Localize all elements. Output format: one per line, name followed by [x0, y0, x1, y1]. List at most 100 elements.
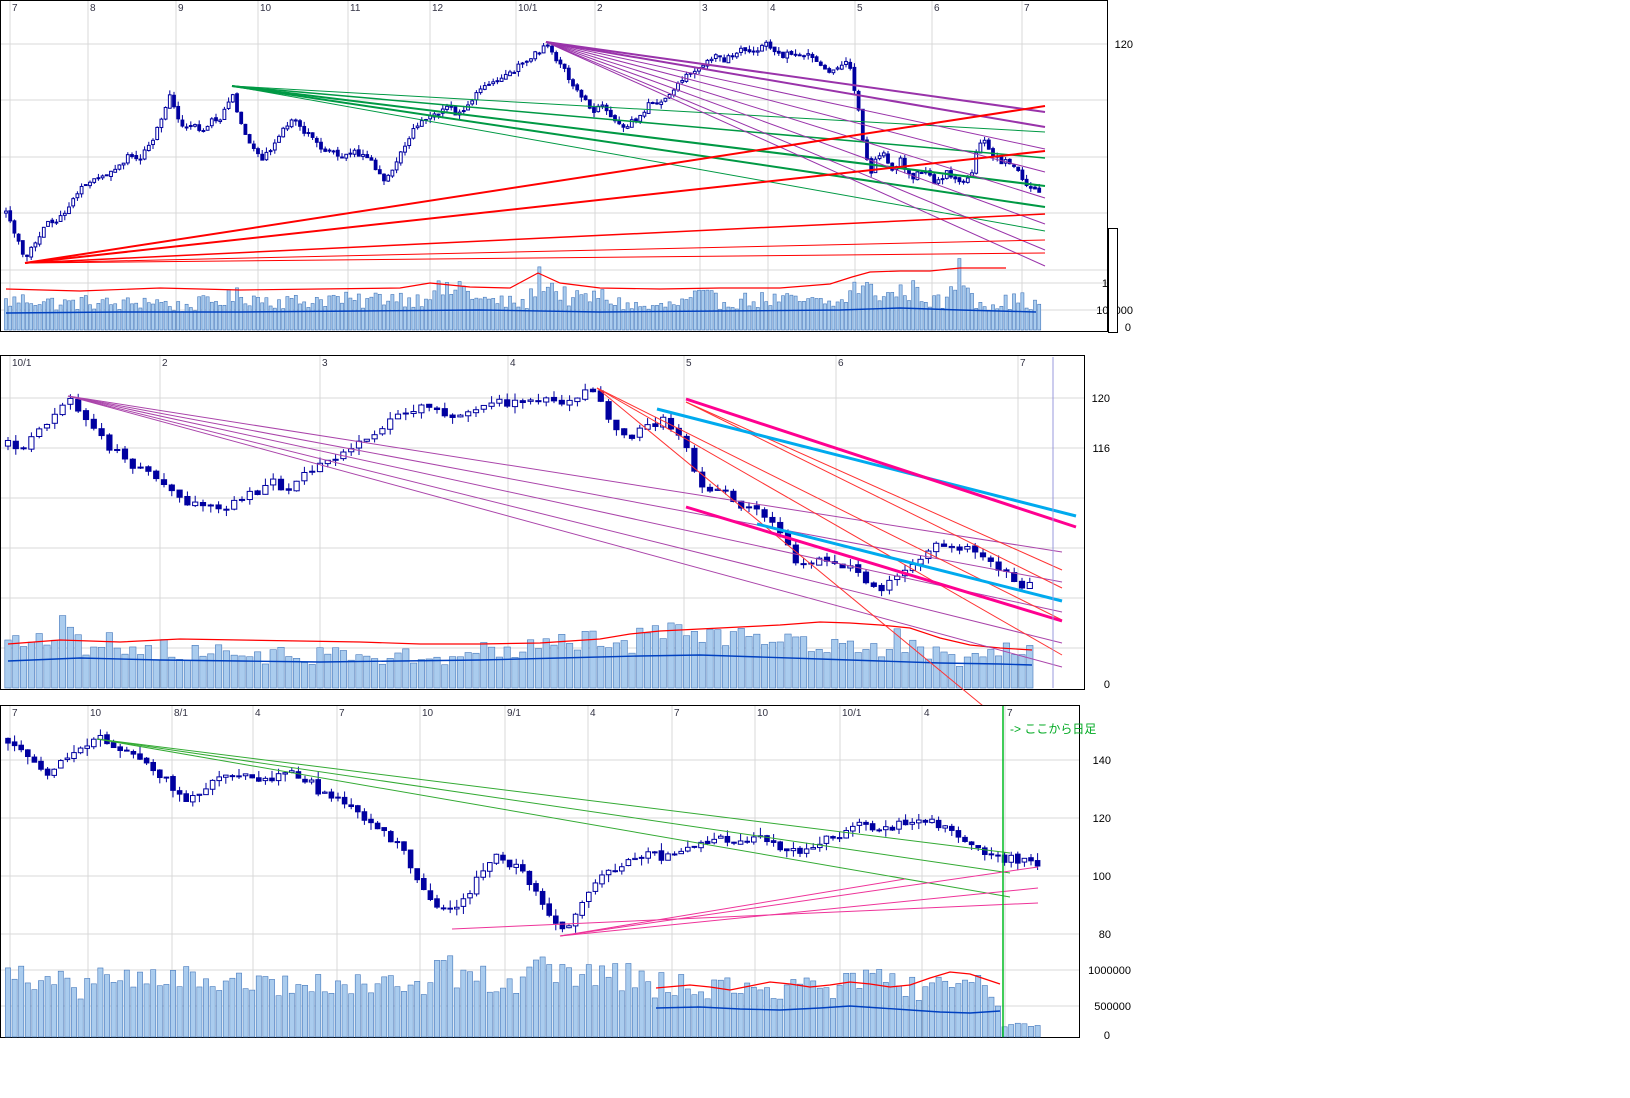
volume-bar [659, 303, 664, 331]
trendline[interactable] [67, 395, 1063, 553]
trendline[interactable] [231, 85, 1046, 187]
trendline[interactable] [545, 41, 1046, 113]
volume-bar [802, 301, 806, 331]
volume-bar [1008, 1024, 1015, 1038]
volume-bar [1028, 309, 1033, 331]
volume-bar [792, 636, 800, 689]
trendline[interactable] [685, 397, 1077, 529]
candle-body [711, 838, 718, 844]
trendline[interactable] [67, 395, 1063, 668]
candle-body [731, 841, 737, 844]
trendline[interactable] [24, 239, 1046, 264]
volume-bar [852, 281, 857, 331]
volume-bar [605, 976, 612, 1038]
trendline[interactable] [67, 395, 1063, 644]
trendline[interactable] [451, 902, 1039, 930]
volume-bar [306, 307, 311, 331]
candle-body [646, 102, 651, 114]
candle-body [915, 171, 920, 181]
candle-body [768, 41, 773, 49]
volume-bar [308, 664, 316, 689]
axis-strip[interactable] [1108, 228, 1118, 333]
candle-body [876, 829, 883, 832]
volume-bar [617, 297, 622, 331]
candle-body [761, 509, 768, 518]
trendline[interactable] [545, 41, 1046, 173]
candle-body [467, 893, 473, 899]
trendline[interactable] [559, 878, 906, 937]
trendline[interactable] [685, 505, 1063, 623]
candle-body [504, 399, 511, 407]
trendline[interactable] [545, 41, 1046, 225]
candle-body [628, 434, 636, 439]
volume-bar [11, 978, 18, 1038]
candle-body [797, 54, 802, 57]
trendline[interactable] [24, 150, 1046, 264]
volume-bar [254, 651, 262, 689]
volume-bar [327, 295, 332, 331]
volume-bar [100, 299, 105, 331]
candle-body [157, 769, 163, 779]
trendline[interactable] [24, 105, 1046, 264]
volume-bar [163, 984, 170, 1038]
trendline[interactable] [231, 85, 1046, 133]
candle-body [491, 81, 496, 85]
trendline[interactable] [596, 387, 1063, 656]
trendline[interactable] [24, 252, 1046, 264]
trendline[interactable] [596, 387, 989, 711]
volume-bar [671, 304, 676, 331]
candle-body [104, 174, 109, 177]
trendline[interactable] [231, 85, 1046, 232]
volume-bar [942, 980, 949, 1038]
trendline[interactable] [96, 738, 1011, 874]
trendline[interactable] [656, 407, 1077, 518]
candle-body [948, 545, 955, 549]
volume-bar [846, 640, 854, 689]
volume-bar [201, 295, 206, 331]
volume-bar [427, 982, 434, 1038]
volume-bar [12, 635, 20, 689]
trendline[interactable] [756, 522, 1063, 603]
volume-bar [331, 294, 336, 331]
middle-chart[interactable]: 10/1 2 3 4 5 6 7 120 116 0 [0, 355, 1111, 711]
candle-body [571, 79, 575, 87]
volume-bar [295, 984, 302, 1038]
volume-bar [394, 986, 401, 1038]
trendline[interactable] [545, 41, 1046, 199]
trendline[interactable] [231, 85, 1046, 208]
trendline[interactable] [545, 41, 1046, 251]
bottom-chart[interactable]: 7 10 8/1 4 7 10 9/1 4 7 10 10/1 4 7 140 120 100 80 100000… [0, 705, 1132, 1043]
volume-bar [495, 656, 503, 689]
volume-bar [433, 656, 441, 689]
x-tick-label: 7 [1007, 708, 1013, 719]
x-tick-label: 9/1 [507, 708, 521, 719]
trendline[interactable] [67, 395, 1063, 613]
volume-bar [529, 288, 533, 331]
trendline[interactable] [545, 41, 1046, 128]
trendline[interactable] [545, 41, 1046, 150]
trendline[interactable] [67, 395, 1063, 583]
volume-bar [962, 979, 968, 1038]
candle-body [499, 77, 504, 82]
trendline[interactable] [559, 887, 1039, 937]
trendline[interactable] [24, 213, 1046, 264]
candle-body [247, 134, 252, 144]
volume-bar [96, 303, 101, 331]
trendline[interactable] [231, 85, 1046, 159]
volume-bar [1024, 307, 1029, 331]
candle-body [215, 504, 222, 510]
trendline[interactable] [96, 738, 1011, 898]
trendline[interactable] [685, 401, 1063, 571]
candle-body [12, 220, 17, 234]
trendline[interactable] [96, 738, 1011, 854]
volume-bar [539, 956, 546, 1038]
candle-body [1007, 158, 1012, 165]
candle-body [539, 890, 546, 905]
volume-bar [655, 305, 659, 331]
candle-body [929, 818, 935, 824]
trendline[interactable] [559, 866, 1039, 937]
trendline[interactable] [545, 41, 1046, 267]
volume-bar [209, 301, 214, 331]
